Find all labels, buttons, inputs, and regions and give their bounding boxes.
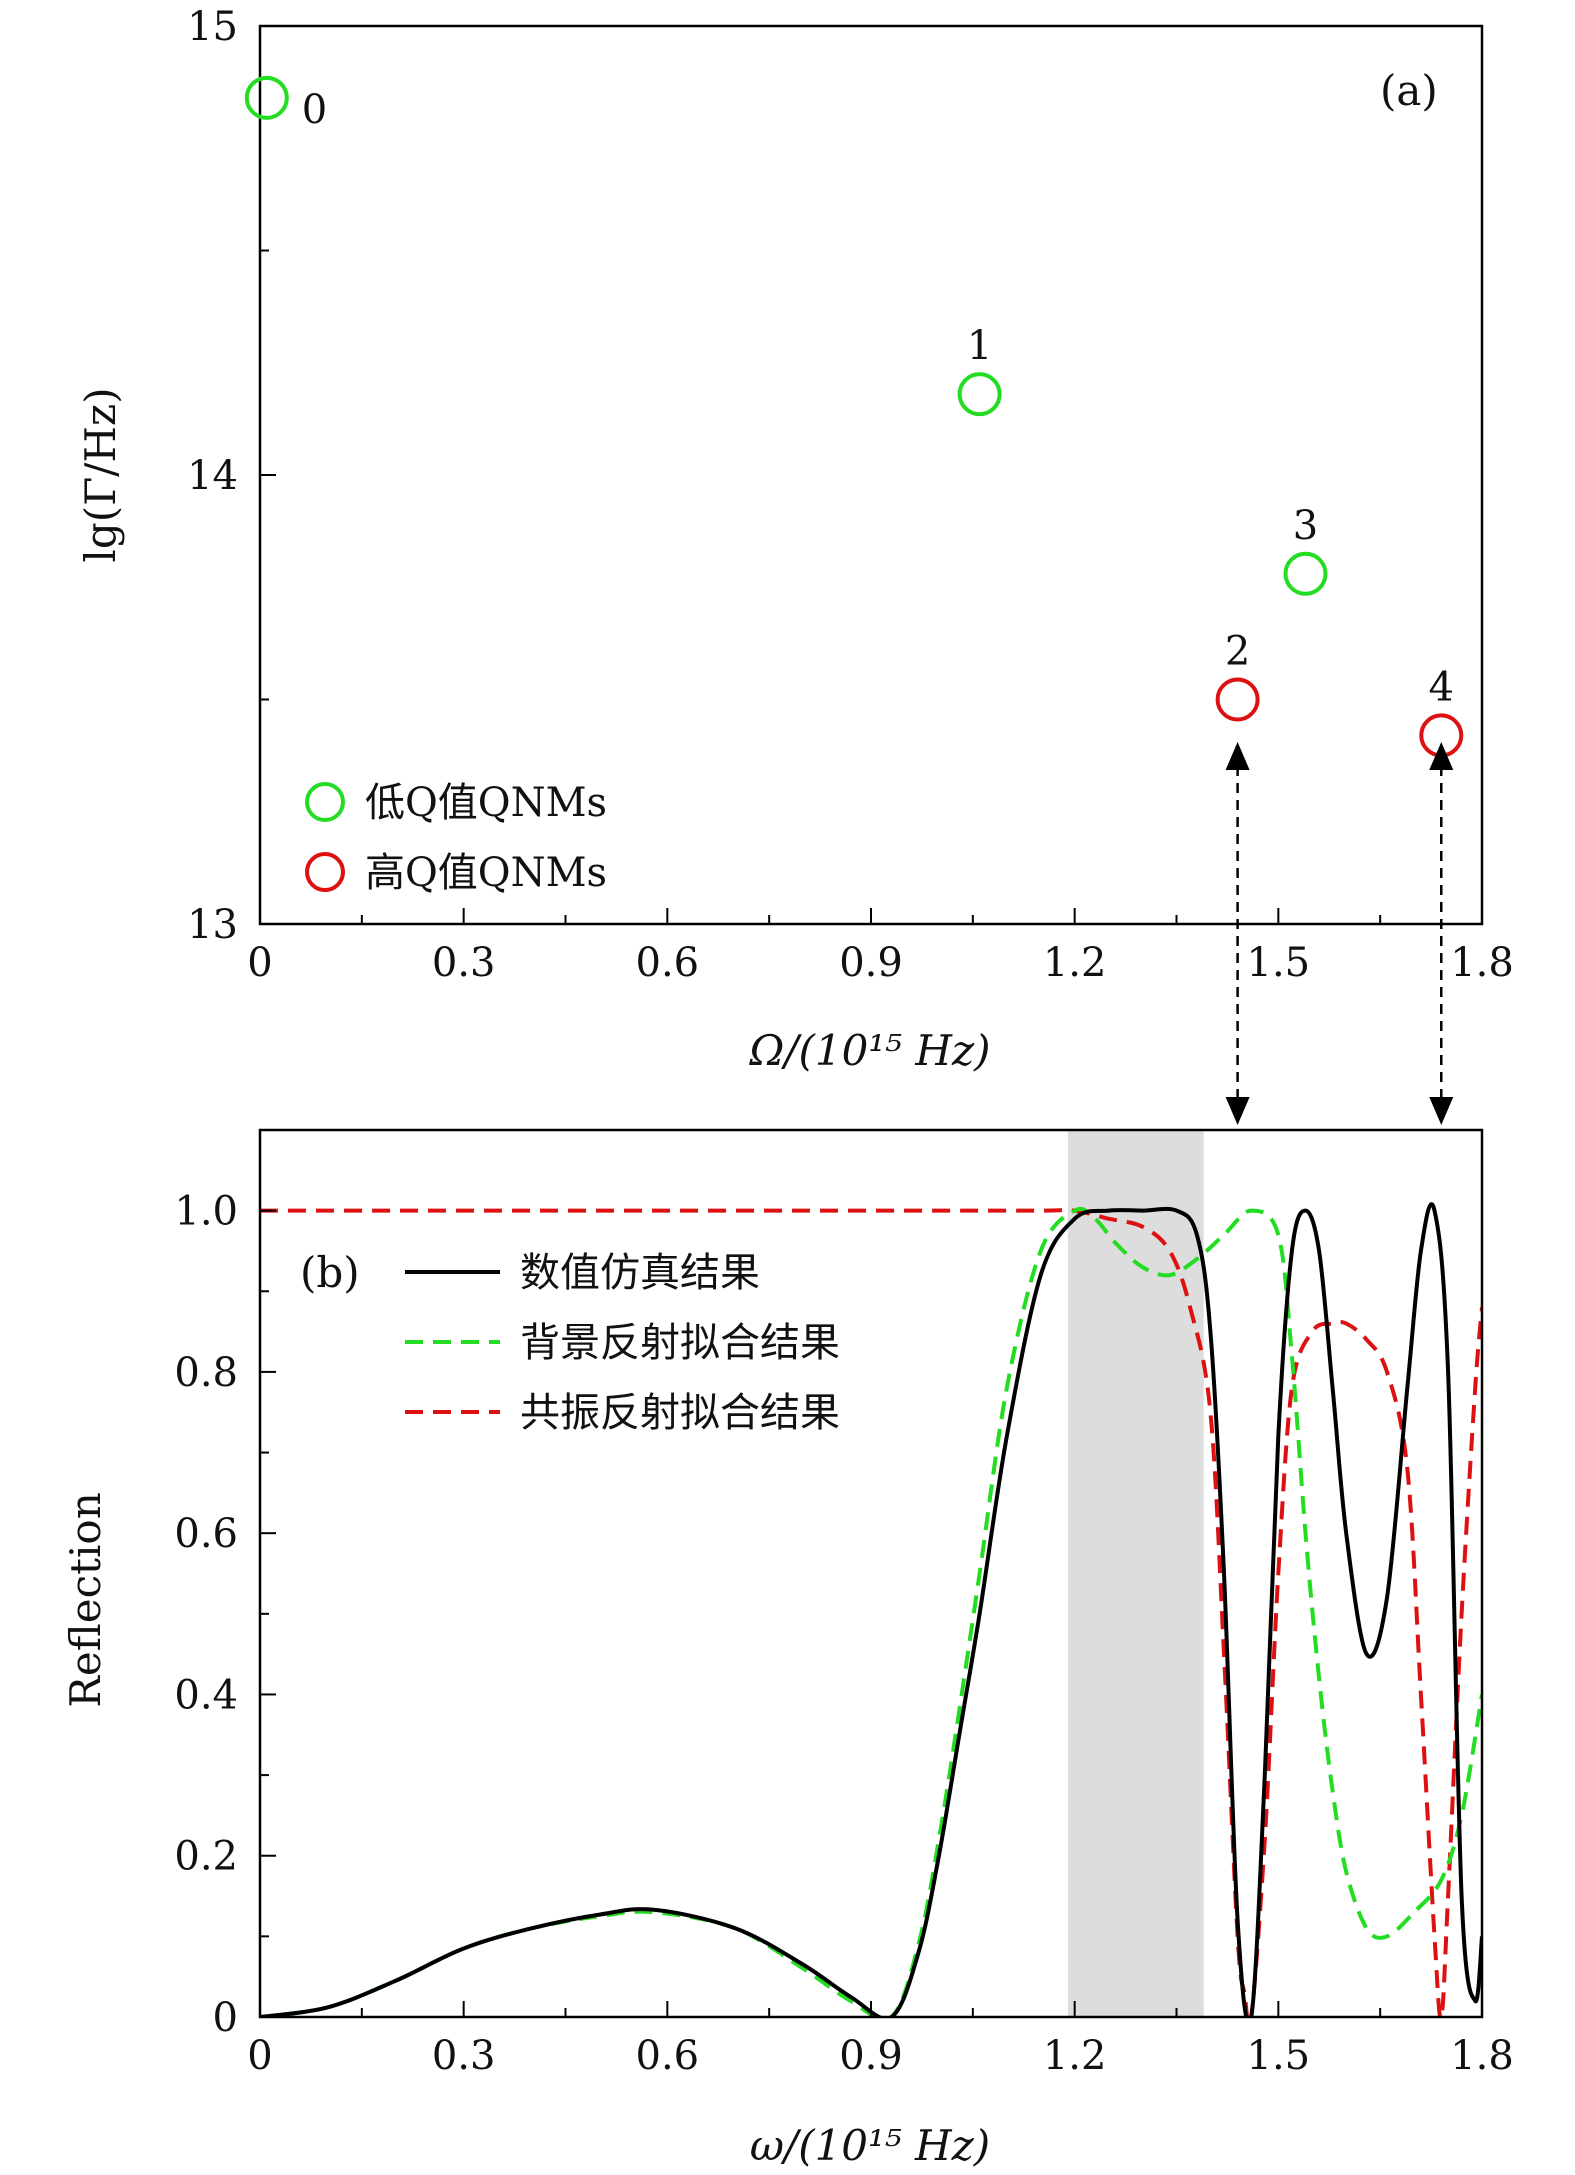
- a-xtick-label: 1.2: [1043, 940, 1107, 986]
- qnm-label-3: 3: [1293, 503, 1318, 549]
- panel-b-frame: [258, 1128, 1484, 2019]
- panel-b-legend: 数值仿真结果 背景反射拟合结果 共振反射拟合结果: [405, 1250, 840, 1436]
- panel-a-label: (a): [1380, 66, 1438, 115]
- series-line-2: [260, 1208, 1482, 2017]
- b-ytick-label: 0.6: [174, 1511, 238, 1557]
- qnm-point-1: [957, 372, 1002, 417]
- panel-a-legend: 低Q值QNMs 高Q值QNMs: [305, 780, 607, 896]
- b-xtick-label: 0.3: [432, 2033, 496, 2079]
- qnm-point-3: [1283, 551, 1328, 596]
- a-ytick-label: 14: [187, 453, 238, 499]
- panel-b-ticks: 0 0.3 0.6 0.9 1.2 1.5 1.8 0 0.2 0.4 0.6 0.8 1.0: [174, 1189, 1513, 2079]
- arrow-head-down-2: [1225, 1097, 1250, 1125]
- legend-label-low-q: 低Q值QNMs: [365, 780, 607, 826]
- b-ytick-label: 0.2: [174, 1834, 238, 1880]
- b-xtick-label: 0.9: [839, 2033, 903, 2079]
- panel-a-xlabel: Ω/(10¹⁵ Hz): [749, 1026, 991, 1075]
- legend-label-background: 背景反射拟合结果: [520, 1320, 840, 1366]
- series-line-1: [260, 1206, 1482, 2017]
- a-xtick-label: 0.6: [636, 940, 700, 986]
- qnm-label-2: 2: [1225, 629, 1250, 675]
- panel-b-ylabel: Reflection: [61, 1492, 110, 1708]
- qnm-point-2: [1215, 677, 1260, 722]
- b-xtick-label: 1.5: [1247, 2033, 1311, 2079]
- a-xtick-label: 1.8: [1450, 940, 1514, 986]
- panel-b-line-chart: 0 0.3 0.6 0.9 1.2 1.5 1.8 0 0.2 0.4 0.6 0.8 1.0 ω/(1…: [61, 1128, 1514, 2170]
- a-ytick-label: 13: [187, 902, 238, 948]
- qnm-label-1: 1: [967, 323, 992, 369]
- legend-label-high-q: 高Q值QNMs: [365, 850, 607, 896]
- b-xtick-label: 1.2: [1043, 2033, 1107, 2079]
- legend-label-numerical: 数值仿真结果: [520, 1250, 760, 1296]
- a-xtick-label: 1.5: [1247, 940, 1311, 986]
- b-ytick-label: 0.8: [174, 1350, 238, 1396]
- qnm-label-0: 0: [302, 87, 327, 133]
- panel-a-points: 0 1 3 2 4: [244, 75, 1464, 758]
- a-xtick-label: 0.9: [839, 940, 903, 986]
- panel-b-label: (b): [300, 1248, 360, 1297]
- legend-label-resonant: 共振反射拟合结果: [520, 1390, 840, 1436]
- b-ytick-label: 0: [213, 1995, 238, 2041]
- qnm-point-0: [244, 75, 289, 120]
- a-xtick-label: 0: [247, 940, 272, 986]
- arrow-head-up-4: [1429, 742, 1454, 770]
- legend-marker-high-q: [305, 852, 345, 892]
- b-xtick-label: 0: [247, 2033, 272, 2079]
- b-ytick-label: 0.4: [174, 1672, 238, 1718]
- shaded-region: [1067, 1130, 1204, 2017]
- a-xtick-label: 0.3: [432, 940, 496, 986]
- mode-arrows: [1225, 742, 1454, 1125]
- series-line-0: [260, 1202, 1482, 2017]
- legend-marker-low-q: [305, 782, 345, 822]
- b-ytick-label: 1.0: [174, 1189, 238, 1235]
- arrow-head-down-4: [1429, 1097, 1454, 1125]
- b-xtick-label: 0.6: [636, 2033, 700, 2079]
- a-ytick-label: 15: [187, 4, 238, 50]
- arrow-head-up-2: [1225, 742, 1250, 770]
- qnm-label-4: 4: [1429, 664, 1454, 710]
- panel-b-xlabel: ω/(10¹⁵ Hz): [750, 2121, 990, 2170]
- panel-b-lines: [260, 1202, 1482, 2017]
- b-xtick-label: 1.8: [1450, 2033, 1514, 2079]
- panel-a-ylabel: lg(Γ/Hz): [76, 387, 125, 562]
